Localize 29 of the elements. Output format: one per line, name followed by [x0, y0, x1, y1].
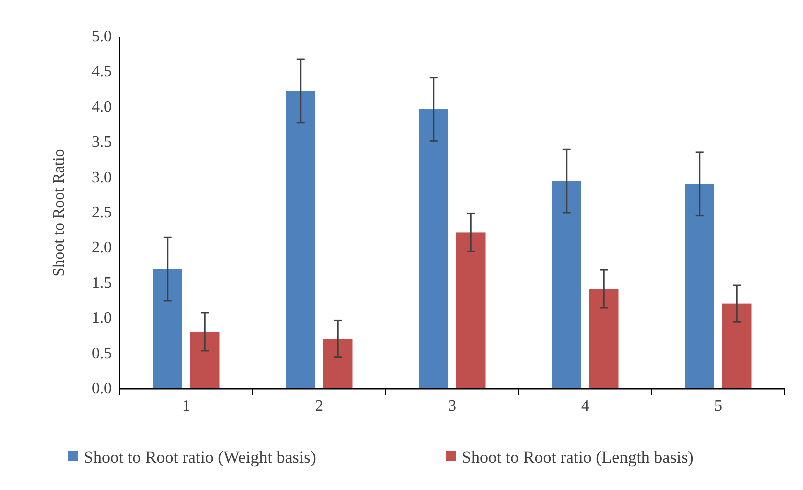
y-tick-label: 1.0 [92, 310, 112, 328]
bar [286, 91, 316, 389]
y-tick-label: 2.5 [92, 204, 112, 222]
legend-label: Shoot to Root ratio (Weight basis) [84, 448, 316, 467]
bar [323, 339, 353, 389]
x-tick-label: 3 [448, 398, 456, 415]
y-tick-label: 3.0 [92, 169, 112, 186]
legend-label: Shoot to Root ratio (Length basis) [462, 448, 694, 467]
bar [419, 110, 449, 389]
x-tick-label: 5 [714, 398, 722, 415]
bar [153, 269, 183, 389]
y-tick-label: 1.5 [92, 274, 112, 292]
y-axis-title: Shoot to Root Ratio [51, 149, 68, 277]
y-tick-label: 4.5 [92, 64, 112, 81]
bar [685, 184, 715, 389]
bar [552, 181, 582, 389]
bar [722, 304, 752, 389]
y-tick-label: 5.0 [92, 28, 112, 46]
x-tick-label: 2 [316, 398, 324, 415]
y-tick-label: 0.0 [92, 380, 112, 398]
bar [456, 232, 486, 389]
bar [589, 289, 619, 389]
x-tick-label: 1 [182, 398, 190, 415]
y-tick-label: 4.0 [92, 98, 112, 116]
bar [190, 332, 220, 389]
x-tick-label: 4 [582, 398, 590, 415]
y-tick-label: 2.0 [92, 240, 112, 257]
y-tick-label: 3.5 [92, 134, 112, 152]
y-tick-label: 0.5 [92, 345, 112, 362]
